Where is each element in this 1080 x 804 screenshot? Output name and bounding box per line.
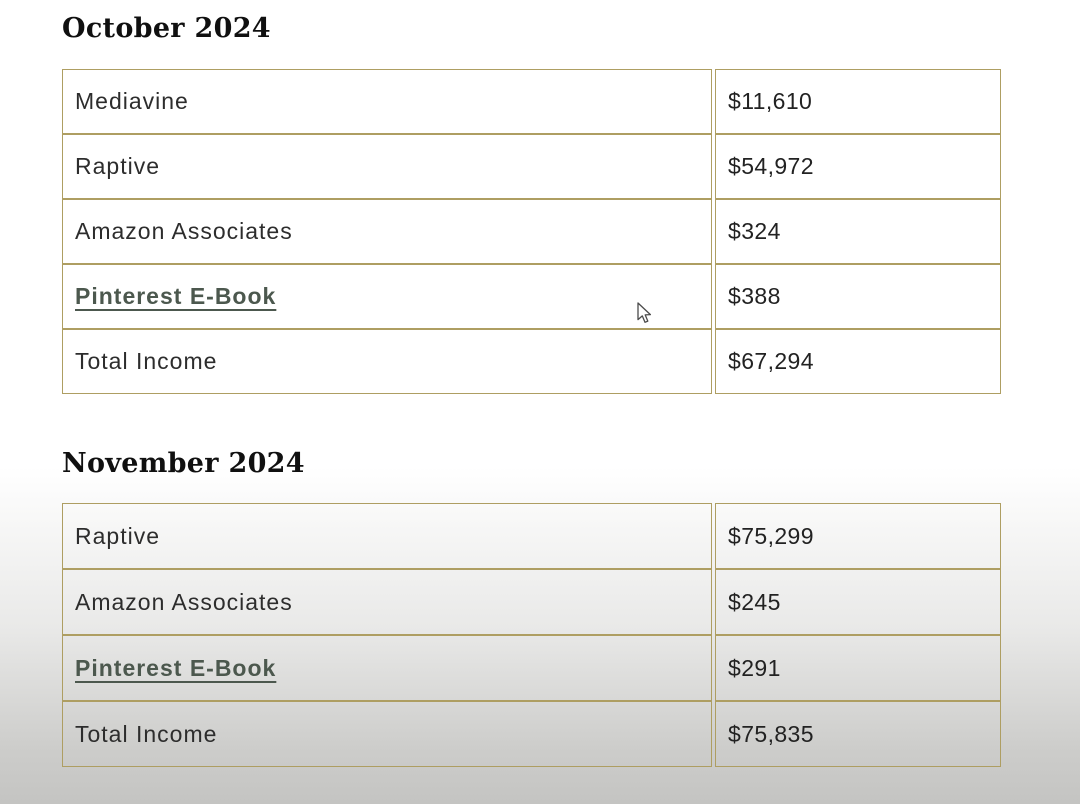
table-row: Raptive $54,972 xyxy=(62,134,1001,199)
total-income-label: Total Income xyxy=(75,348,218,374)
total-income-cell: Total Income xyxy=(62,701,712,767)
income-source-cell: Amazon Associates xyxy=(62,569,712,635)
table-row: Raptive $75,299 xyxy=(62,503,1001,569)
income-source-label: Mediavine xyxy=(75,88,189,114)
income-table-november: Raptive $75,299 Amazon Associates $245 P… xyxy=(62,503,1001,767)
income-source-cell: Pinterest E-Book xyxy=(62,264,712,329)
pinterest-ebook-link[interactable]: Pinterest E-Book xyxy=(75,654,277,681)
total-income-cell: Total Income xyxy=(62,329,712,394)
section-heading-october: October 2024 xyxy=(62,13,271,44)
income-source-label: Raptive xyxy=(75,153,160,179)
table-row: Pinterest E-Book $291 xyxy=(62,635,1001,701)
income-amount-cell: $75,299 xyxy=(715,503,1001,569)
income-source-cell: Mediavine xyxy=(62,69,712,134)
income-source-label: Amazon Associates xyxy=(75,218,293,244)
income-source-label: Amazon Associates xyxy=(75,588,293,615)
table-row: Amazon Associates $324 xyxy=(62,199,1001,264)
income-amount: $291 xyxy=(728,654,781,681)
page-content: October 2024 Mediavine $11,610 Raptive $… xyxy=(62,0,1003,767)
income-amount: $245 xyxy=(728,588,781,615)
income-amount-cell: $324 xyxy=(715,199,1001,264)
table-row: Mediavine $11,610 xyxy=(62,69,1001,134)
income-amount: $388 xyxy=(728,283,781,309)
income-amount: $75,299 xyxy=(728,522,814,549)
total-income-amount-cell: $67,294 xyxy=(715,329,1001,394)
table-row-total: Total Income $67,294 xyxy=(62,329,1001,394)
income-amount-cell: $245 xyxy=(715,569,1001,635)
income-amount-cell: $11,610 xyxy=(715,69,1001,134)
table-row-total: Total Income $75,835 xyxy=(62,701,1001,767)
income-amount-cell: $54,972 xyxy=(715,134,1001,199)
section-heading-november: November 2024 xyxy=(62,448,305,479)
income-source-cell: Pinterest E-Book xyxy=(62,635,712,701)
income-amount: $324 xyxy=(728,218,781,244)
table-row: Pinterest E-Book $388 xyxy=(62,264,1001,329)
income-amount-cell: $291 xyxy=(715,635,1001,701)
total-income-amount: $67,294 xyxy=(728,348,814,374)
income-amount-cell: $388 xyxy=(715,264,1001,329)
income-table-october: Mediavine $11,610 Raptive $54,972 Amazon… xyxy=(62,69,1001,394)
income-source-cell: Raptive xyxy=(62,134,712,199)
pinterest-ebook-link[interactable]: Pinterest E-Book xyxy=(75,283,277,309)
table-row: Amazon Associates $245 xyxy=(62,569,1001,635)
income-amount: $11,610 xyxy=(728,88,813,114)
total-income-label: Total Income xyxy=(75,720,218,747)
total-income-amount-cell: $75,835 xyxy=(715,701,1001,767)
income-source-cell: Raptive xyxy=(62,503,712,569)
income-source-label: Raptive xyxy=(75,522,160,549)
income-amount: $54,972 xyxy=(728,153,814,179)
income-source-cell: Amazon Associates xyxy=(62,199,712,264)
total-income-amount: $75,835 xyxy=(728,720,814,747)
